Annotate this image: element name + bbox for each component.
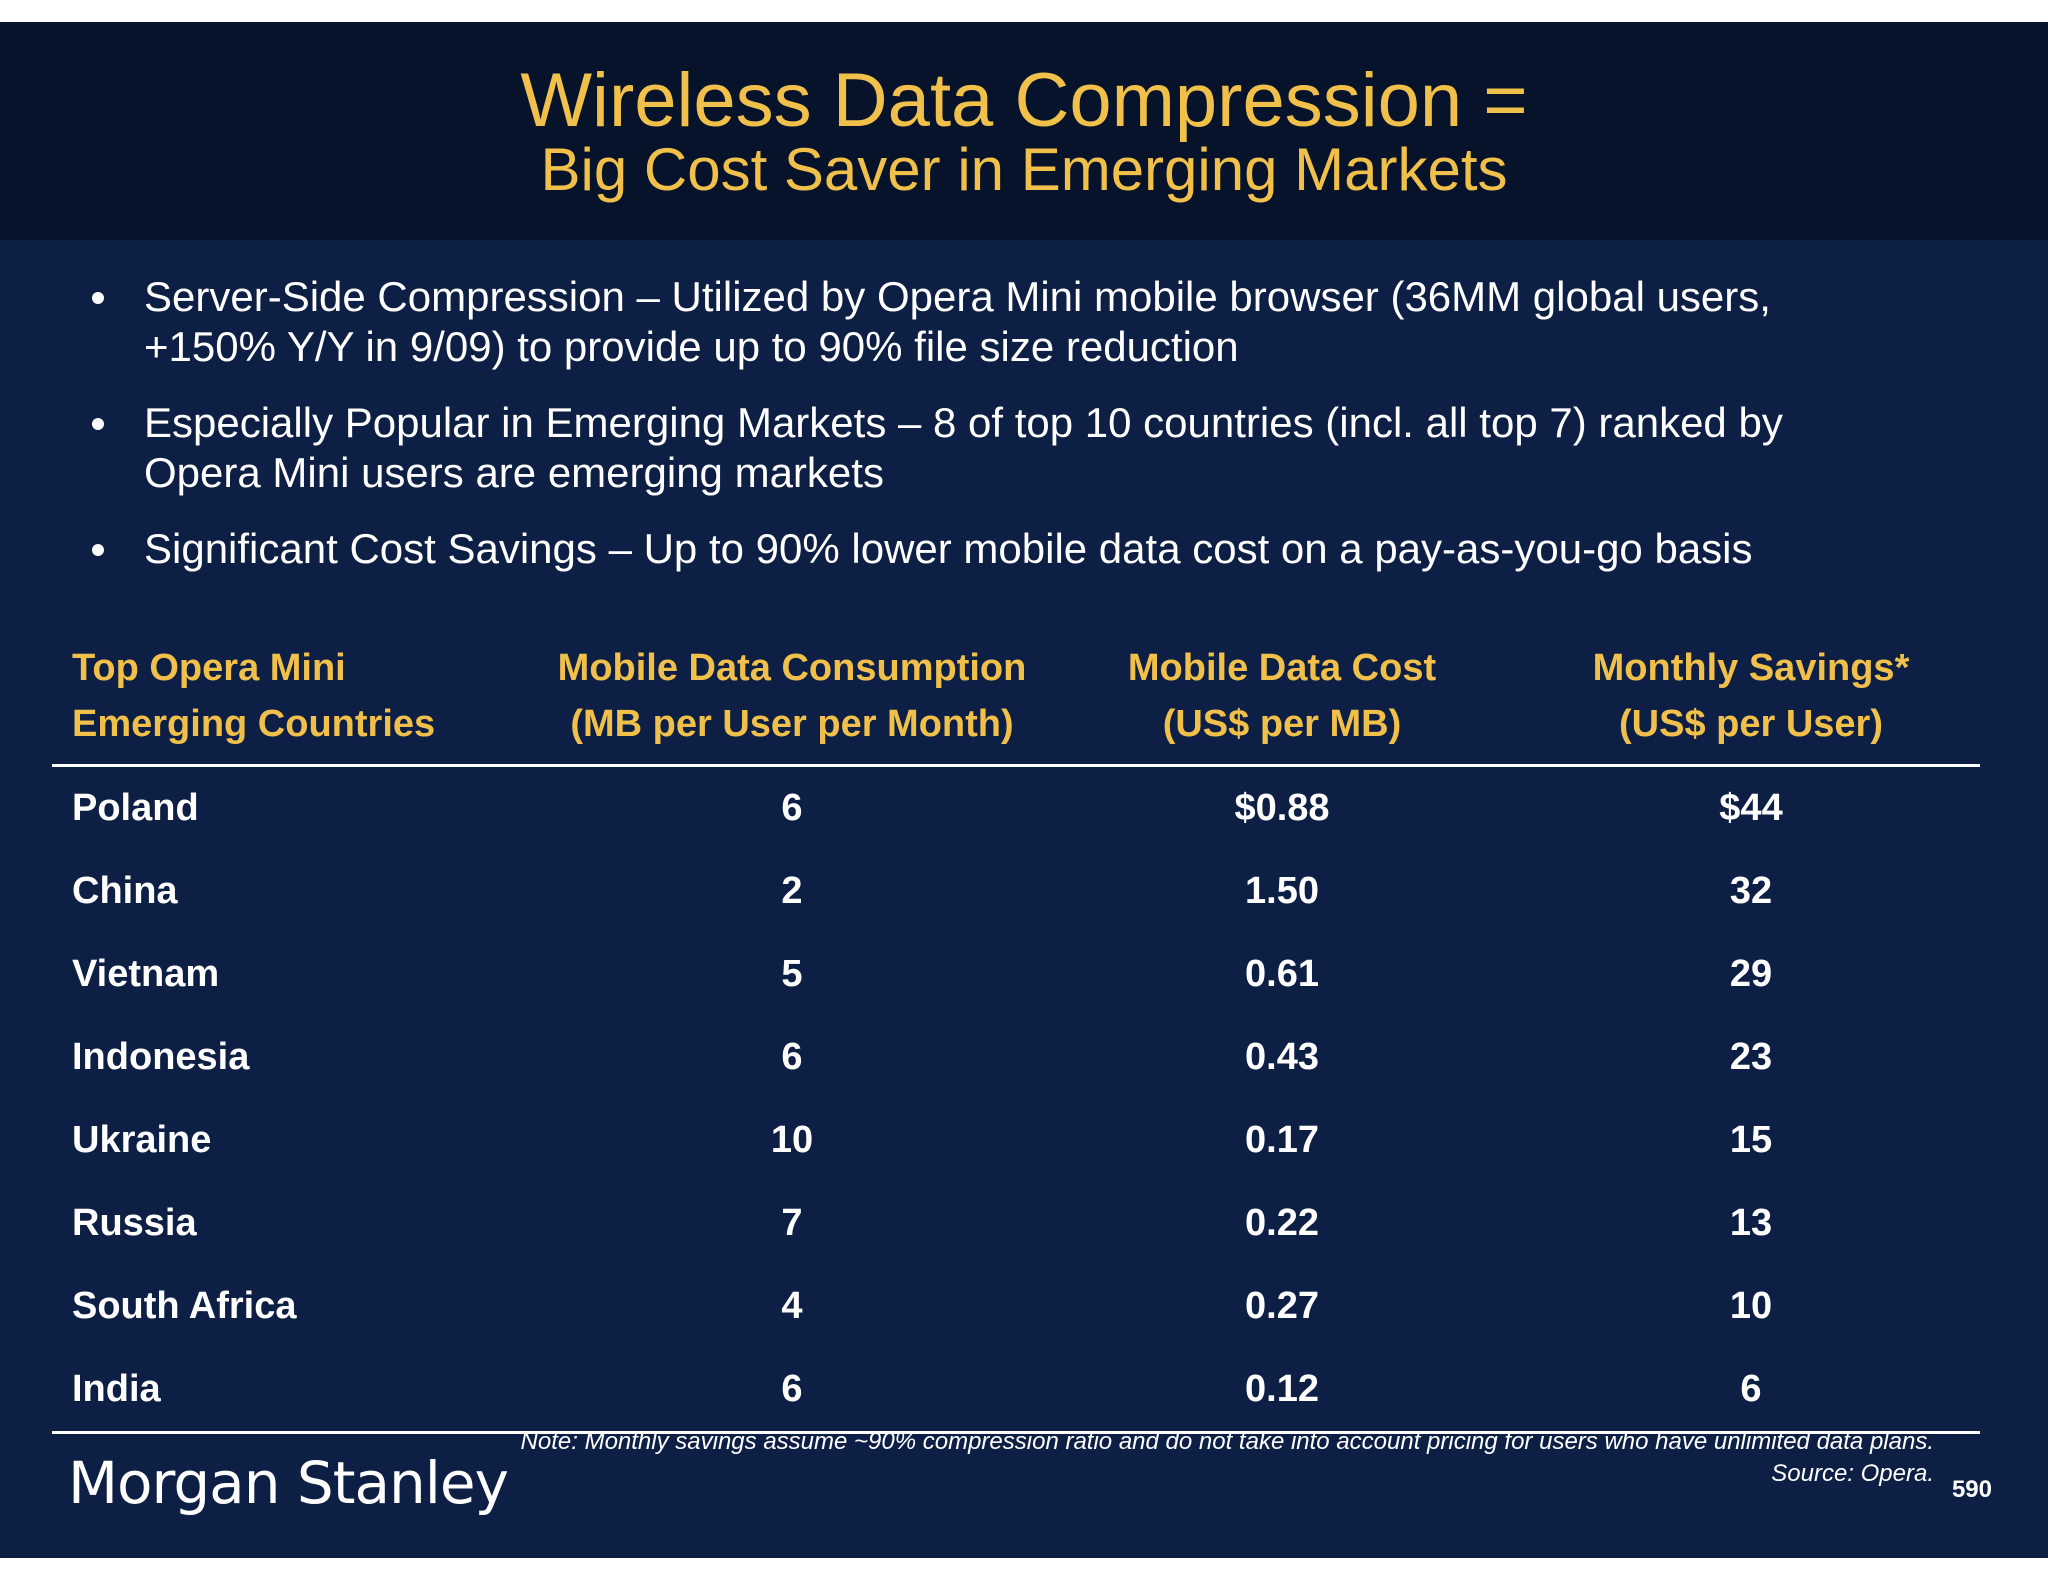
bullet-text-line: Server-Side Compression – Utilized by Op… [144, 273, 1771, 320]
table-row: Indonesia 6 0.43 23 [52, 1016, 1980, 1099]
cell-savings: 23 [1729, 1036, 1773, 1078]
bullet-item: Especially Popular in Emerging Markets –… [88, 398, 2008, 498]
cell-country: Indonesia [72, 1036, 250, 1078]
title-band: Wireless Data Compression = Big Cost Sav… [0, 22, 2048, 240]
footnote: Note: Monthly savings assume ~90% compre… [521, 1426, 1934, 1490]
cell-cost: 0.17 [1245, 1119, 1319, 1161]
bullet-text-line: Especially Popular in Emerging Markets –… [144, 399, 1783, 446]
header-country: Top Opera Mini Emerging Countries [52, 632, 542, 767]
cell-country: Vietnam [72, 953, 220, 995]
cell-savings: 15 [1729, 1119, 1773, 1161]
header-line: Mobile Data Consumption [557, 647, 1027, 689]
table-row: China 2 1.50 32 [52, 850, 1980, 933]
header-cost: Mobile Data Cost (US$ per MB) [1042, 632, 1522, 767]
bullet-dot-icon [92, 544, 104, 556]
bullet-text-line: Opera Mini users are emerging markets [144, 449, 884, 496]
table-row: Russia 7 0.22 13 [52, 1182, 1980, 1265]
table-header-row: Top Opera Mini Emerging Countries Mobile… [52, 632, 1980, 767]
savings-table: Top Opera Mini Emerging Countries Mobile… [52, 632, 1980, 1434]
cell-savings: 29 [1729, 953, 1773, 995]
cell-consumption: 7 [781, 1202, 803, 1244]
cell-cost: 0.27 [1245, 1285, 1319, 1327]
cell-cost: 0.43 [1245, 1036, 1319, 1078]
cell-cost: 0.12 [1042, 1348, 1522, 1434]
table-row: Vietnam 5 0.61 29 [52, 933, 1980, 1016]
header-line: Mobile Data Cost [1127, 647, 1437, 689]
bullet-text-line: +150% Y/Y in 9/09) to provide up to 90% … [144, 323, 1239, 370]
footnote-source: Source: Opera. [1771, 1460, 1934, 1487]
header-consumption: Mobile Data Consumption (MB per User per… [542, 632, 1042, 767]
bullet-text-line: Significant Cost Savings – Up to 90% low… [144, 525, 1753, 572]
cell-country: South Africa [72, 1285, 297, 1327]
header-line: (MB per User per Month) [570, 703, 1014, 745]
cell-consumption: 6 [542, 1348, 1042, 1434]
cell-cost: 0.22 [1245, 1202, 1319, 1244]
header-savings: Monthly Savings* (US$ per User) [1522, 632, 1980, 767]
table-row: India 6 0.12 6 [52, 1348, 1980, 1434]
cell-country: Russia [72, 1202, 197, 1244]
cell-country: Poland [72, 787, 199, 829]
header-line: Top Opera Mini [72, 647, 346, 689]
bullet-item: Server-Side Compression – Utilized by Op… [88, 272, 2008, 372]
cell-savings: 32 [1729, 870, 1773, 912]
bullet-item: Significant Cost Savings – Up to 90% low… [88, 524, 2008, 574]
slide: Wireless Data Compression = Big Cost Sav… [0, 22, 2048, 1558]
cell-cost: 1.50 [1245, 870, 1319, 912]
page-number: 590 [1951, 1476, 1992, 1503]
cell-consumption: 10 [770, 1119, 814, 1161]
cell-country: China [72, 870, 178, 912]
cell-savings: 13 [1729, 1202, 1773, 1244]
table-row: Ukraine 10 0.17 15 [52, 1099, 1980, 1182]
header-line: Monthly Savings* [1592, 647, 1910, 689]
slide-title: Wireless Data Compression = [520, 58, 1528, 143]
cell-country: Ukraine [72, 1119, 212, 1161]
header-line: (US$ per MB) [1162, 703, 1402, 745]
cell-savings: 10 [1729, 1285, 1773, 1327]
footnote-note: Note: Monthly savings assume ~90% compre… [520, 1428, 1934, 1455]
bullet-dot-icon [92, 418, 104, 430]
bullet-dot-icon [92, 292, 104, 304]
morgan-stanley-logo: Morgan Stanley [68, 1449, 509, 1517]
cell-consumption: 6 [781, 787, 803, 829]
cell-consumption: 2 [781, 870, 803, 912]
cell-cost: 0.61 [1245, 953, 1319, 995]
cell-consumption: 6 [781, 1036, 803, 1078]
header-line: (US$ per User) [1619, 703, 1883, 745]
table-row: South Africa 4 0.27 10 [52, 1265, 1980, 1348]
cell-cost: $0.88 [1234, 787, 1330, 829]
cell-country: India [52, 1348, 542, 1434]
cell-consumption: 4 [781, 1285, 803, 1327]
table-row: Poland 6 $0.88 $44 [52, 766, 1980, 851]
slide-subtitle: Big Cost Saver in Emerging Markets [540, 136, 1508, 203]
header-line: Emerging Countries [72, 703, 436, 745]
cell-savings: $44 [1719, 787, 1783, 829]
bullet-list: Server-Side Compression – Utilized by Op… [88, 272, 2008, 600]
cell-consumption: 5 [781, 953, 803, 995]
cell-savings: 6 [1522, 1348, 1980, 1434]
